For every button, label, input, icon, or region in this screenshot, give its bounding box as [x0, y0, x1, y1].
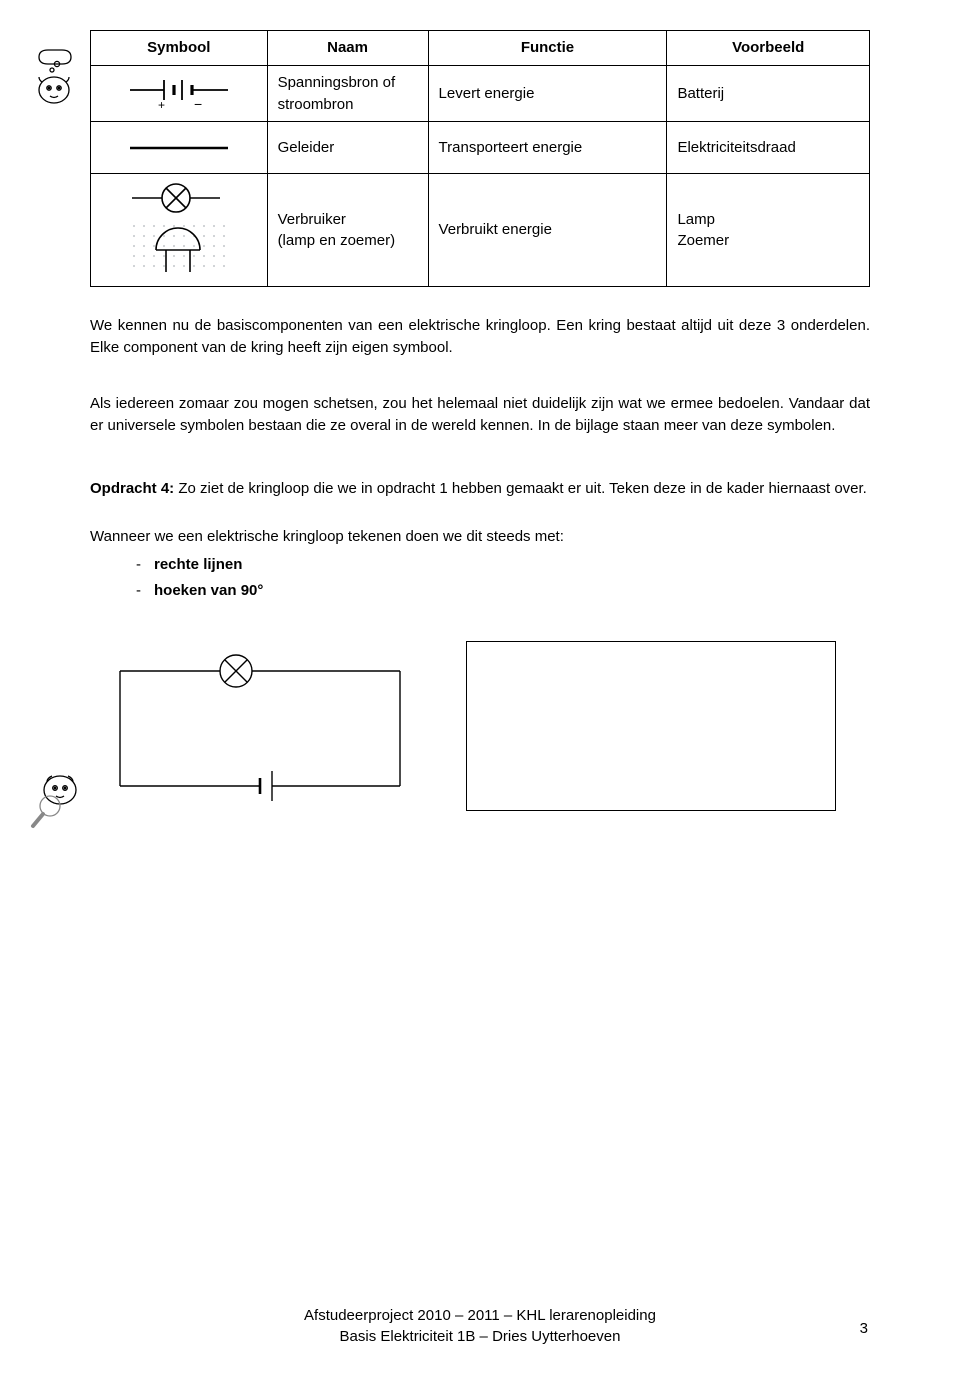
cell-naam: Verbruiker (lamp en zoemer) [267, 174, 428, 287]
cell-functie: Levert energie [428, 65, 667, 122]
paragraph-2: Als iedereen zomaar zou mogen schetsen, … [90, 393, 870, 437]
rules-intro: Wanneer we een elektrische kringloop tek… [90, 526, 870, 548]
opdracht-lead: Opdracht 4: [90, 480, 174, 497]
rule-item: rechte lijnen [154, 556, 242, 573]
svg-text:−: − [194, 96, 202, 112]
th-voorbeeld: Voorbeeld [667, 31, 870, 66]
cell-voorbeeld: Lamp Zoemer [667, 174, 870, 287]
cell-naam: Spanningsbron of stroombron [267, 65, 428, 122]
th-naam: Naam [267, 31, 428, 66]
footer-line1: Afstudeerproject 2010 – 2011 – KHL lerar… [0, 1305, 960, 1327]
drawing-box [466, 641, 836, 811]
table-row: + − Spanningsbron of stroombron Levert e… [91, 65, 870, 122]
opdracht-text: Zo ziet de kringloop die we in opdracht … [174, 480, 867, 497]
th-functie: Functie [428, 31, 667, 66]
cell-functie: Verbruikt energie [428, 174, 667, 287]
table-row: Verbruiker (lamp en zoemer) Verbruikt en… [91, 174, 870, 287]
cell-functie: Transporteert energie [428, 122, 667, 174]
symbol-battery-icon: + − [91, 65, 268, 122]
table-row: Geleider Transporteert energie Elektrici… [91, 122, 870, 174]
circuit-diagram-icon [90, 641, 430, 811]
rules-list: rechte lijnen hoeken van 90° [90, 554, 870, 602]
cell-naam: Geleider [267, 122, 428, 174]
footer-line2: Basis Elektriciteit 1B – Dries Uytterhoe… [0, 1326, 960, 1348]
th-symbool: Symbool [91, 31, 268, 66]
cell-voorbeeld: Batterij [667, 65, 870, 122]
paragraph-1: We kennen nu de basiscomponenten van een… [90, 315, 870, 359]
page-number: 3 [860, 1318, 868, 1340]
page-footer: Afstudeerproject 2010 – 2011 – KHL lerar… [0, 1305, 960, 1349]
opdracht-4: Opdracht 4: Zo ziet de kringloop die we … [90, 478, 870, 500]
magnifier-face-icon [30, 768, 86, 832]
cell-voorbeeld: Elektriciteitsdraad [667, 122, 870, 174]
svg-text:+: + [158, 98, 165, 112]
thinking-face-icon [30, 46, 78, 106]
symbol-consumer-icon [91, 174, 268, 287]
symbol-table: Symbool Naam Functie Voorbeeld [90, 30, 870, 287]
symbol-wire-icon [91, 122, 268, 174]
rule-item: hoeken van 90° [154, 582, 263, 599]
